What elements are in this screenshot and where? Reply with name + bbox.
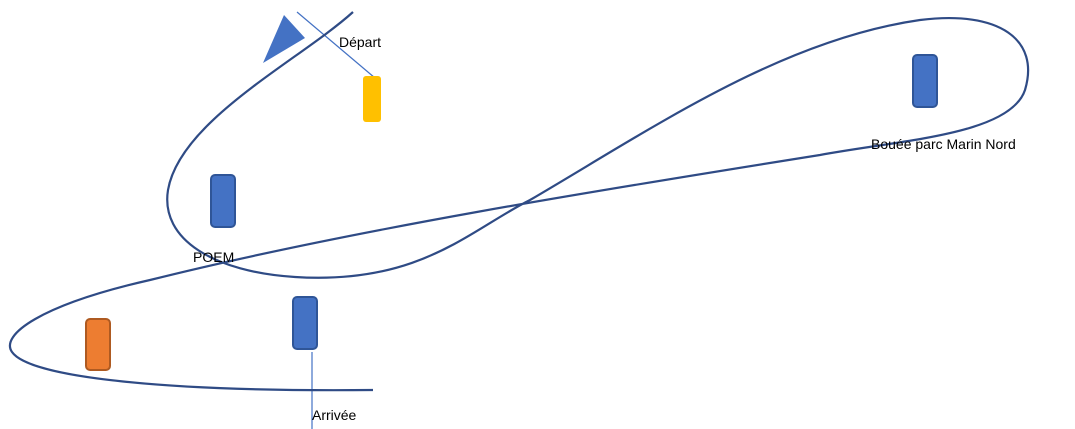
buoy-arrivee (292, 296, 318, 350)
sailing-route (8, 11, 1030, 392)
label-poem: POEM (193, 249, 234, 265)
label-bouee-parc-marin-nord: Bouée parc Marin Nord (871, 136, 1016, 152)
buoy-yellow (363, 76, 381, 122)
label-arrivee: Arrivée (312, 407, 357, 423)
start-line (296, 11, 376, 79)
buoy-parc-marin-nord (912, 54, 938, 108)
buoy-poem (210, 174, 236, 228)
start-flag-icon (263, 15, 305, 63)
label-depart: Départ (339, 34, 381, 50)
buoy-orange (85, 318, 111, 371)
